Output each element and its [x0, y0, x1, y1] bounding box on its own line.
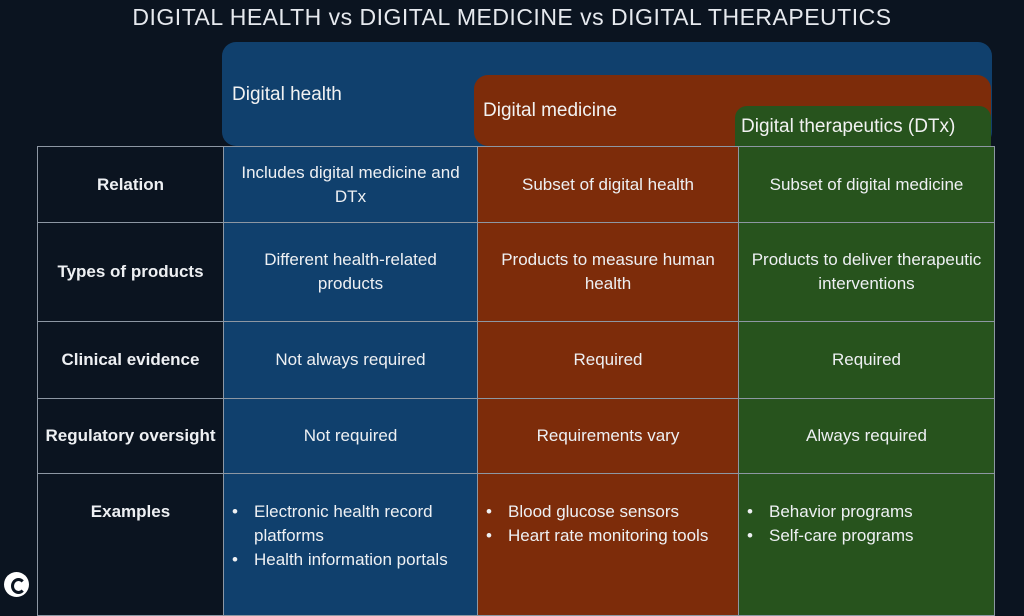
medicine-examples-cell: Blood glucose sensors Heart rate monitor… [477, 473, 739, 616]
page-title: DIGITAL HEALTH vs DIGITAL MEDICINE vs DI… [132, 4, 892, 30]
table-row: Relation Includes digital medicine and D… [37, 146, 995, 223]
table-row: Regulatory oversight Not required Requir… [37, 398, 995, 474]
digital-therapeutics-label: Digital therapeutics (DTx) [741, 116, 956, 137]
dtx-relation-cell: Subset of digital medicine [738, 146, 995, 223]
row-header-regulatory-oversight: Regulatory oversight [37, 398, 224, 474]
list-item: Blood glucose sensors [484, 500, 732, 524]
list-item: Self-care programs [745, 524, 988, 548]
row-header-relation: Relation [37, 146, 224, 223]
health-evidence-cell: Not always required [223, 321, 478, 399]
medicine-relation-cell: Subset of digital health [477, 146, 739, 223]
medicine-products-cell: Products to measure human health [477, 222, 739, 322]
health-relation-cell: Includes digital medicine and DTx [223, 146, 478, 223]
row-header-clinical-evidence: Clinical evidence [37, 321, 224, 399]
dtx-products-cell: Products to deliver therapeutic interven… [738, 222, 995, 322]
dtx-regulatory-cell: Always required [738, 398, 995, 474]
list-item: Electronic health record platforms [230, 500, 471, 548]
health-examples-list: Electronic health record platforms Healt… [230, 500, 471, 572]
health-products-cell: Different health-related products [223, 222, 478, 322]
health-regulatory-cell: Not required [223, 398, 478, 474]
digital-medicine-label: Digital medicine [483, 100, 618, 121]
medicine-regulatory-cell: Requirements vary [477, 398, 739, 474]
dtx-evidence-cell: Required [738, 321, 995, 399]
digital-health-label: Digital health [232, 84, 342, 105]
health-examples-cell: Electronic health record platforms Healt… [223, 473, 478, 616]
table-row: Types of products Different health-relat… [37, 222, 995, 322]
brand-logo-icon [4, 572, 29, 597]
list-item: Health information portals [230, 548, 471, 572]
table-row: Clinical evidence Not always required Re… [37, 321, 995, 399]
row-header-types-of-products: Types of products [37, 222, 224, 322]
dtx-examples-list: Behavior programs Self-care programs [745, 500, 988, 548]
table-row: Examples Electronic health record platfo… [37, 473, 995, 616]
list-item: Heart rate monitoring tools [484, 524, 732, 548]
digital-therapeutics-band [735, 106, 991, 146]
list-item: Behavior programs [745, 500, 988, 524]
comparison-table: Relation Includes digital medicine and D… [37, 146, 995, 616]
medicine-examples-list: Blood glucose sensors Heart rate monitor… [484, 500, 732, 548]
medicine-evidence-cell: Required [477, 321, 739, 399]
row-header-examples: Examples [37, 473, 224, 616]
dtx-examples-cell: Behavior programs Self-care programs [738, 473, 995, 616]
